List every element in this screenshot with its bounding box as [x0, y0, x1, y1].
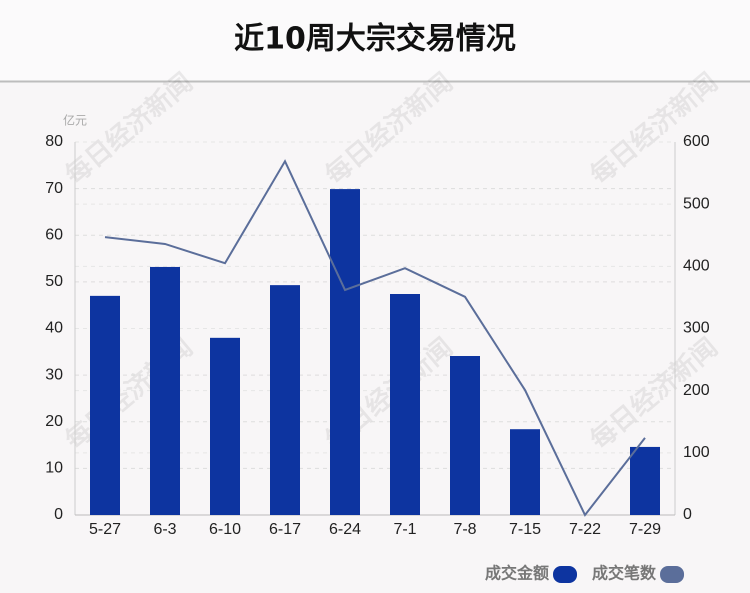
bar [330, 189, 360, 515]
bar [450, 356, 480, 515]
y-unit: 亿元 [63, 113, 87, 128]
x-tick-label: 6-24 [329, 521, 361, 538]
y-tick-label: 10 [45, 460, 63, 477]
y-tick-label: 60 [45, 226, 63, 243]
x-tick-label: 6-17 [269, 521, 301, 538]
y-tick-label: 20 [45, 413, 63, 430]
legend-swatch [660, 566, 685, 583]
legend-label: 成交金额 [485, 564, 549, 583]
legend-label: 成交笔数 [592, 564, 657, 583]
x-tick-label: 7-8 [453, 521, 476, 538]
y-tick-label: 50 [45, 273, 63, 290]
bar [210, 337, 240, 515]
y2-tick-label: 0 [683, 506, 692, 523]
y-tick-label: 40 [45, 320, 63, 337]
y-tick-label: 30 [45, 366, 63, 383]
x-tick-label: 6-3 [153, 521, 176, 538]
x-tick-label: 5-27 [89, 521, 121, 538]
y-tick-label: 80 [45, 133, 63, 150]
x-tick-label: 7-1 [393, 521, 416, 538]
bar [150, 266, 180, 515]
watermark: 每日经济新闻 [319, 67, 458, 191]
y-tick-label: 0 [54, 506, 63, 523]
bar [270, 285, 300, 515]
title-band [0, 0, 750, 81]
bar [90, 295, 120, 515]
x-tick-label: 6-10 [209, 521, 241, 538]
y2-tick-label: 500 [683, 195, 710, 212]
y2-tick-label: 400 [683, 258, 710, 275]
legend-swatch [553, 566, 578, 583]
line [104, 159, 646, 517]
x-tick-label: 7-15 [509, 521, 541, 538]
chart-title: 近10周大宗交易情况 [234, 22, 516, 57]
watermark: 每日经济新闻 [584, 67, 723, 191]
bar [510, 429, 540, 515]
watermark: 每日经济新闻 [59, 67, 198, 191]
bar [390, 293, 420, 515]
y2-tick-label: 200 [683, 382, 710, 399]
x-tick-label: 7-22 [569, 521, 601, 538]
x-tick-label: 7-29 [629, 521, 661, 538]
y2-tick-label: 100 [683, 444, 710, 461]
bar [630, 446, 660, 515]
y-tick-label: 70 [45, 180, 63, 197]
y2-tick-label: 300 [683, 320, 710, 337]
y2-tick-label: 600 [683, 133, 710, 150]
